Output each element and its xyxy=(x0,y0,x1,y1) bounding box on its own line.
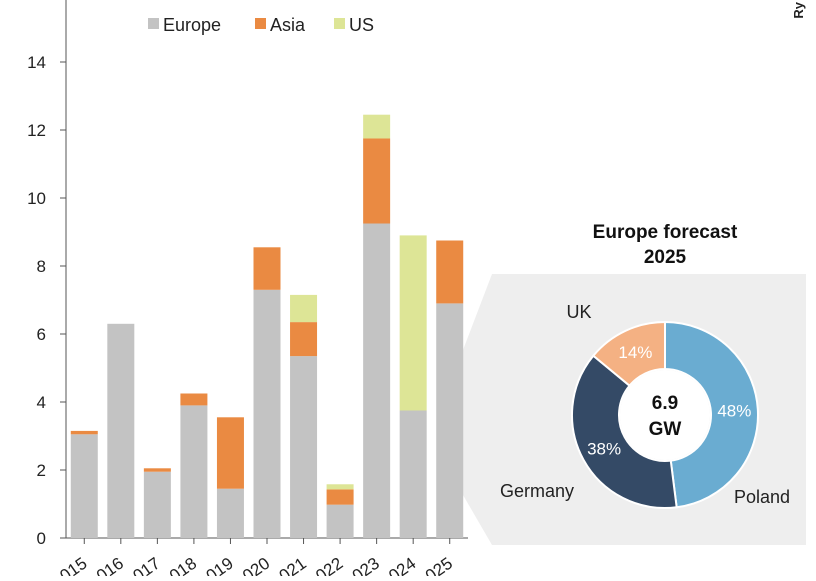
legend: Europe Asia US xyxy=(148,15,374,35)
bars: 015 016 017 018 019 020 021 022 023 024 025 xyxy=(56,114,464,581)
x-tick-label: 020 xyxy=(239,554,273,576)
bar-europe-2016 xyxy=(107,323,135,538)
donut-title-line-1: Europe forecast xyxy=(593,222,738,243)
donut-category-uk: UK xyxy=(566,302,591,322)
bar-europe-2017 xyxy=(143,471,171,538)
y-tick-label: 16 xyxy=(27,0,46,4)
donut-category-poland: Poland xyxy=(734,487,790,507)
bar-asia-2025 xyxy=(436,240,464,304)
bar-europe-2020 xyxy=(253,289,281,538)
x-tick-label: 021 xyxy=(276,554,310,576)
donut-hole xyxy=(620,370,710,460)
bar-us-2022 xyxy=(326,484,354,490)
bar-europe-2022 xyxy=(326,504,354,538)
bar-asia-2017 xyxy=(143,468,171,472)
donut-title: Europe forecast 2025 xyxy=(593,222,738,268)
donut-center-unit: GW xyxy=(649,419,682,440)
bar-europe-2019 xyxy=(216,488,244,538)
legend-swatch-europe xyxy=(148,18,159,29)
bar-europe-2024 xyxy=(399,410,427,538)
donut-slice-uk xyxy=(591,320,666,388)
x-tick-label: 016 xyxy=(93,554,127,576)
x-tick-label: 015 xyxy=(56,554,90,576)
y-tick-label: 0 xyxy=(37,529,46,548)
legend-label-us: US xyxy=(349,15,374,35)
x-tick-label: 018 xyxy=(166,554,200,576)
donut-category-germany: Germany xyxy=(500,481,574,501)
donut-slice-germany xyxy=(571,354,678,509)
x-tick-label: 022 xyxy=(312,554,346,576)
x-tick-label: 025 xyxy=(422,554,456,576)
bar-europe-2023 xyxy=(363,223,391,538)
x-tick-label: 024 xyxy=(385,554,419,576)
bar-asia-2021 xyxy=(290,322,318,357)
y-tick-label: 6 xyxy=(37,325,46,344)
y-tick-label: 10 xyxy=(27,189,46,208)
bar-us-2024 xyxy=(399,235,427,411)
legend-label-asia: Asia xyxy=(270,15,306,35)
bar-us-2023 xyxy=(363,114,391,139)
legend-swatch-asia xyxy=(255,18,266,29)
bar-europe-2018 xyxy=(180,405,208,538)
source-credit: Ry xyxy=(791,2,806,19)
x-tick-label: 019 xyxy=(203,554,237,576)
donut-value-germany: 38% xyxy=(587,439,621,458)
bar-europe-2021 xyxy=(290,356,318,538)
bar-us-2021 xyxy=(290,294,318,323)
donut-center-value: 6.9 xyxy=(652,393,678,414)
y-tick-label: 2 xyxy=(37,461,46,480)
bar-asia-2019 xyxy=(216,417,244,489)
y-tick-label: 12 xyxy=(27,121,46,140)
bar-asia-2015 xyxy=(70,430,98,435)
donut-title-line-2: 2025 xyxy=(644,247,687,268)
bar-asia-2023 xyxy=(363,138,391,224)
donut-value-poland: 48% xyxy=(717,402,751,421)
legend-label-europe: Europe xyxy=(163,15,221,35)
y-tick-label: 14 xyxy=(27,53,46,72)
bar-europe-2015 xyxy=(70,434,98,538)
donut-slice-poland xyxy=(664,320,759,509)
legend-swatch-us xyxy=(334,18,345,29)
bar-asia-2020 xyxy=(253,247,281,290)
bar-asia-2018 xyxy=(180,393,208,406)
bar-asia-2022 xyxy=(326,489,354,505)
y-tick-label: 4 xyxy=(37,393,46,412)
donut: 48% 38% 14% 6.9 GW Poland Germany UK xyxy=(500,302,790,509)
x-tick-label: 023 xyxy=(349,554,383,576)
y-axis: 0 2 4 6 8 10 12 14 16 xyxy=(27,0,468,548)
bar-europe-2025 xyxy=(436,303,464,538)
x-tick-label: 017 xyxy=(130,554,164,576)
donut-value-uk: 14% xyxy=(618,343,652,362)
y-tick-label: 8 xyxy=(37,257,46,276)
